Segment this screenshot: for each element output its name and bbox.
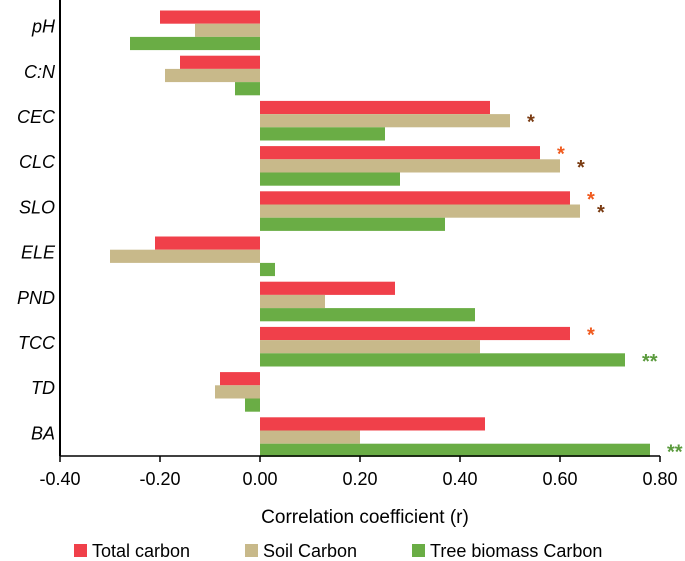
bar-BA-total-carbon [260, 417, 485, 431]
significance-mark: * [587, 325, 595, 347]
category-label: PND [17, 288, 55, 308]
bar-SLO-tree-biomass-carbon [260, 217, 445, 231]
legend-label: Tree biomass Carbon [430, 541, 602, 561]
significance-mark: * [527, 112, 535, 134]
legend-swatch [412, 544, 425, 557]
x-tick-label: 0.80 [642, 469, 677, 489]
category-label: CLC [19, 152, 56, 172]
bar-PND-soil-carbon [260, 294, 325, 309]
bar-TD-total-carbon [220, 372, 260, 386]
bar-CEC-tree-biomass-carbon [260, 127, 385, 141]
bar-ELE-soil-carbon [110, 249, 260, 263]
bar-CLC-total-carbon [260, 146, 540, 160]
bars-group [110, 10, 650, 457]
bar-ELE-total-carbon [155, 236, 260, 250]
bar-ELE-tree-biomass-carbon [260, 262, 275, 277]
x-tick-label: -0.40 [39, 469, 80, 489]
significance-mark: * [597, 202, 605, 224]
bar-CLC-soil-carbon [260, 159, 560, 173]
legend-swatch [245, 544, 258, 557]
bar-PND-total-carbon [260, 281, 395, 295]
bar-C:N-total-carbon [180, 55, 260, 69]
category-label: TCC [18, 333, 56, 353]
category-labels-group: pH C:N CEC CLC SLO ELE PND TCC TD BA [17, 17, 56, 444]
significance-mark: * [577, 157, 585, 179]
bar-pH-tree-biomass-carbon [130, 36, 260, 51]
significance-mark: * [557, 144, 565, 166]
bar-TD-soil-carbon [215, 385, 260, 399]
bar-CEC-soil-carbon [260, 114, 510, 128]
bar-TCC-total-carbon [260, 326, 570, 341]
bar-C:N-tree-biomass-carbon [235, 82, 260, 96]
x-ticks-group: -0.40 -0.20 0.00 0.20 0.40 0.60 0.80 [39, 456, 678, 489]
x-tick-label: 0.40 [442, 469, 477, 489]
bar-PND-tree-biomass-carbon [260, 308, 475, 322]
legend: Total carbon Soil Carbon Tree biomass Carb… [74, 541, 602, 561]
bar-TCC-soil-carbon [260, 340, 480, 354]
category-label: pH [31, 17, 56, 37]
category-label: TD [31, 378, 55, 398]
category-label: BA [31, 423, 55, 443]
category-label: CEC [17, 107, 56, 127]
bar-pH-soil-carbon [195, 23, 260, 37]
bar-TD-tree-biomass-carbon [245, 398, 260, 412]
category-label: C:N [24, 62, 56, 82]
x-tick-label: -0.20 [139, 469, 180, 489]
significance-mark: * [587, 189, 595, 211]
significance-mark: ** [642, 351, 658, 373]
x-tick-label: 0.60 [542, 469, 577, 489]
bar-CLC-tree-biomass-carbon [260, 172, 400, 186]
bar-C:N-soil-carbon [165, 68, 260, 83]
bar-pH-total-carbon [160, 10, 260, 24]
bar-SLO-total-carbon [260, 191, 570, 205]
legend-label: Soil Carbon [263, 541, 357, 561]
category-label: ELE [21, 243, 56, 263]
legend-label: Total carbon [92, 541, 190, 561]
legend-swatch [74, 544, 87, 557]
bar-SLO-soil-carbon [260, 204, 580, 218]
bar-CEC-total-carbon [260, 100, 490, 115]
x-tick-label: 0.00 [242, 469, 277, 489]
bar-BA-tree-biomass-carbon [260, 443, 650, 457]
bar-BA-soil-carbon [260, 430, 360, 444]
x-axis-title: Correlation coefficient (r) [261, 507, 469, 528]
bar-TCC-tree-biomass-carbon [260, 353, 625, 367]
category-label: SLO [19, 197, 55, 217]
significance-mark: ** [667, 441, 683, 463]
x-tick-label: 0.20 [342, 469, 377, 489]
significance-marks-group: ********** [527, 112, 683, 464]
